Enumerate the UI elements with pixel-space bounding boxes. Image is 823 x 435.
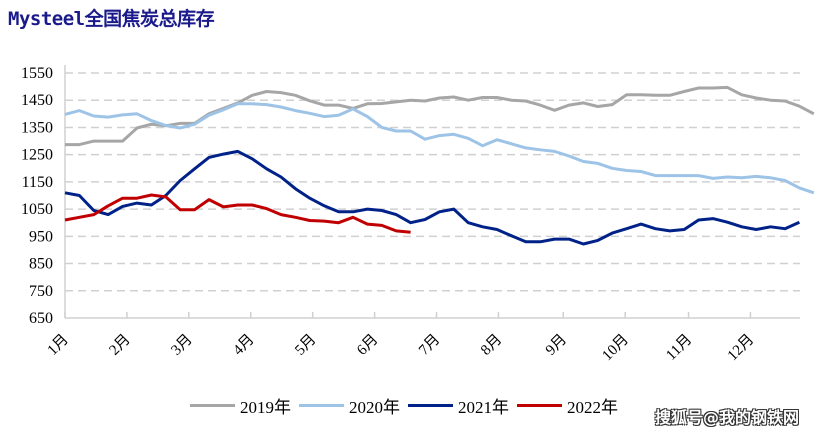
x-tick-label: 12月 — [725, 332, 758, 365]
series-line-2020 — [64, 102, 815, 195]
legend-label-2020: 2020年 — [349, 398, 400, 417]
series-lines — [64, 85, 815, 246]
x-tick-label: 11月 — [663, 332, 695, 364]
y-tick-label: 1350 — [21, 119, 53, 136]
y-tick-label: 1150 — [22, 174, 53, 191]
y-axis: 650 750 850 950 1050 1150 1250 1350 1450 1550 — [21, 65, 53, 327]
x-tick-label: 9月 — [543, 332, 570, 359]
y-tick-label: 1550 — [21, 65, 53, 82]
series-line-2022 — [64, 193, 411, 234]
x-tick-label: 4月 — [230, 332, 257, 359]
legend-swatch-2020 — [299, 404, 344, 407]
x-tick-label: 6月 — [354, 332, 381, 359]
legend-item-2021: 2021年 — [408, 393, 509, 418]
line-chart: 650 750 850 950 1050 1150 1250 1350 1450 1550 1月 2… — [21, 65, 815, 364]
legend-item-2020: 2020年 — [299, 393, 400, 418]
x-axis: 1月 2月 3月 4月 5月 6月 7月 8月 9月 10月 11月 12月 — [45, 65, 800, 364]
y-tick-label: 750 — [29, 283, 53, 300]
x-tick-label: 2月 — [107, 332, 134, 359]
y-tick-label: 650 — [29, 310, 53, 327]
legend-label-2021: 2021年 — [458, 398, 509, 417]
legend-label-2022: 2022年 — [567, 398, 618, 417]
x-tick-label: 3月 — [168, 332, 195, 359]
legend-swatch-2022 — [517, 404, 562, 407]
gridlines — [65, 72, 800, 292]
y-tick-label: 1450 — [21, 92, 53, 109]
y-tick-label: 850 — [29, 256, 53, 273]
y-tick-label: 950 — [29, 228, 53, 245]
x-tick-label: 5月 — [292, 332, 319, 359]
x-tick-label: 10月 — [599, 332, 632, 365]
x-tick-label: 1月 — [45, 332, 72, 359]
legend: 2019年 2020年 2021年 2022年 — [190, 393, 626, 418]
y-tick-label: 1250 — [21, 147, 53, 164]
x-tick-label: 8月 — [478, 332, 505, 359]
legend-swatch-2021 — [408, 404, 453, 407]
legend-item-2019: 2019年 — [190, 393, 291, 418]
legend-item-2022: 2022年 — [517, 393, 618, 418]
chart-title: Mysteel全国焦炭总库存 — [8, 8, 215, 30]
series-line-2019 — [65, 85, 815, 147]
x-tick-label: 7月 — [416, 332, 443, 359]
y-tick-label: 1050 — [21, 201, 53, 218]
legend-label-2019: 2019年 — [240, 398, 291, 417]
watermark: 搜狐号@我的钢铁网 — [655, 408, 800, 427]
legend-swatch-2019 — [190, 404, 235, 407]
series-line-2021 — [64, 149, 801, 246]
